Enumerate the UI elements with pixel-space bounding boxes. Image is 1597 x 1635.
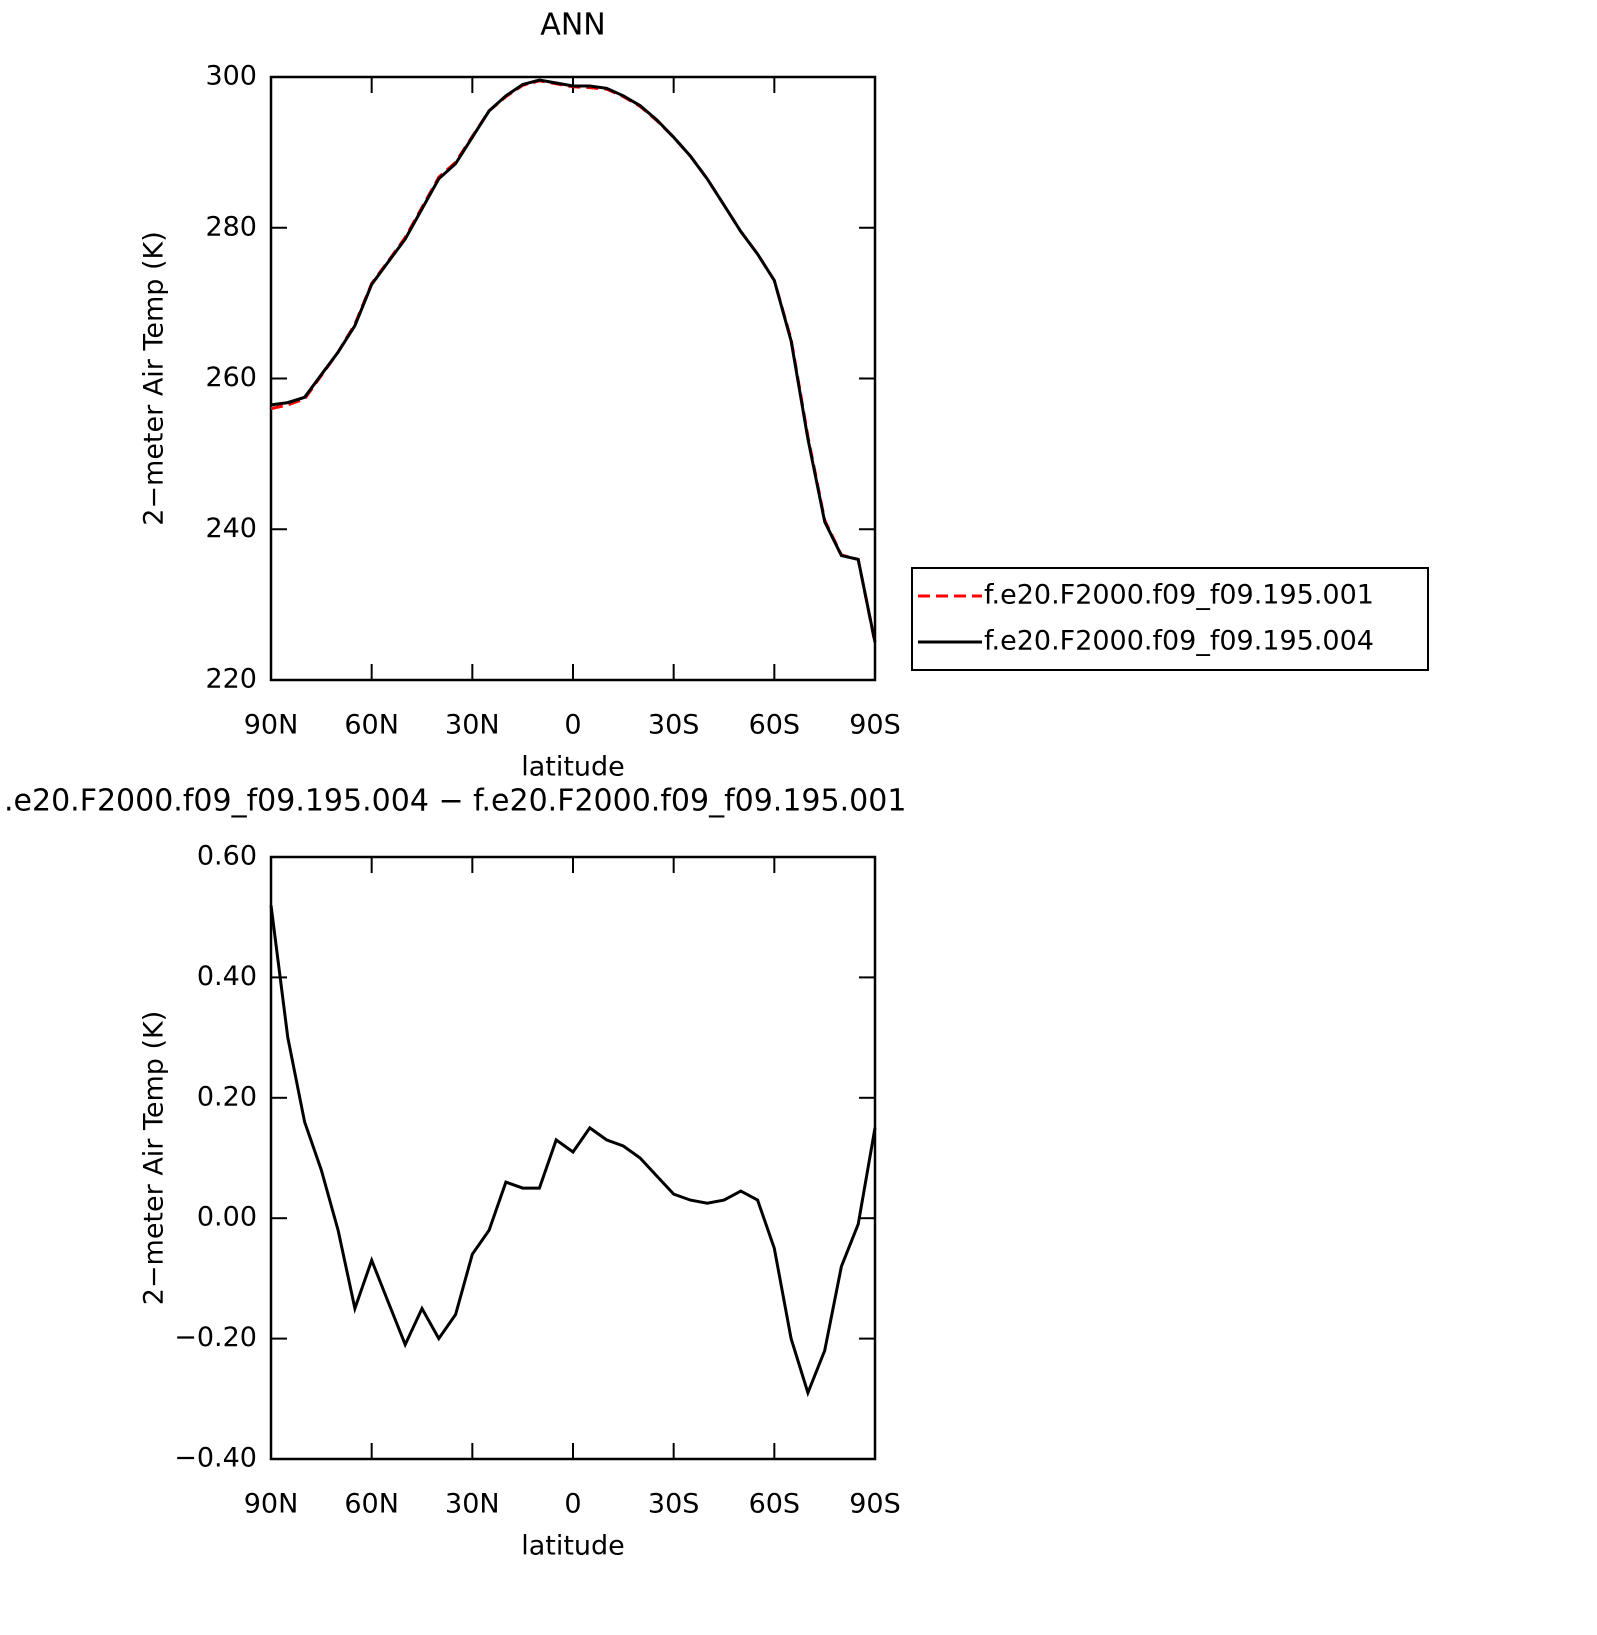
legend-label: f.e20.F2000.f09_f09.195.001: [984, 580, 1374, 611]
x-tick-label: 60S: [749, 1489, 801, 1520]
x-axis-label: latitude: [521, 1531, 625, 1562]
x-tick-label: 60N: [344, 710, 399, 741]
legend-label: f.e20.F2000.f09_f09.195.004: [984, 626, 1374, 657]
chart-title: ANN: [540, 8, 605, 43]
y-tick-label: 0.20: [197, 1081, 257, 1112]
y-tick-label: 280: [205, 211, 257, 242]
x-tick-label: 60S: [749, 710, 801, 741]
x-tick-label: 30S: [648, 1489, 700, 1520]
y-tick-label: −0.40: [174, 1443, 257, 1474]
y-tick-label: 0.00: [197, 1202, 257, 1233]
y-axis-label: 2−meter Air Temp (K): [139, 231, 170, 526]
x-tick-label: 0: [564, 1489, 581, 1520]
plot-frame: [269, 855, 877, 1461]
data-line: [270, 79, 877, 644]
plot-frame: [269, 75, 877, 682]
x-tick-label: 0: [564, 710, 581, 741]
x-axis-label: latitude: [521, 752, 625, 783]
data-line: [270, 78, 877, 643]
data-line: [269, 905, 877, 1398]
x-tick-label: 60N: [344, 1489, 399, 1520]
y-tick-label: 220: [205, 664, 257, 695]
legend-box: [911, 567, 1429, 671]
y-axis-label: 2−meter Air Temp (K): [139, 1011, 170, 1306]
y-tick-label: 300: [205, 61, 257, 92]
x-tick-label: 90S: [849, 1489, 901, 1520]
x-tick-label: 30S: [648, 710, 700, 741]
x-tick-label: 30N: [445, 710, 500, 741]
x-tick-label: 90S: [849, 710, 901, 741]
x-tick-label: 90N: [244, 710, 299, 741]
chart-title: .e20.F2000.f09_f09.195.004 − f.e20.F2000…: [4, 784, 906, 819]
y-tick-label: 0.40: [197, 961, 257, 992]
x-tick-label: 30N: [445, 1489, 500, 1520]
y-tick-label: 0.60: [197, 841, 257, 872]
y-tick-label: 240: [205, 513, 257, 544]
x-tick-label: 90N: [244, 1489, 299, 1520]
y-tick-label: −0.20: [174, 1322, 257, 1353]
y-tick-label: 260: [205, 362, 257, 393]
